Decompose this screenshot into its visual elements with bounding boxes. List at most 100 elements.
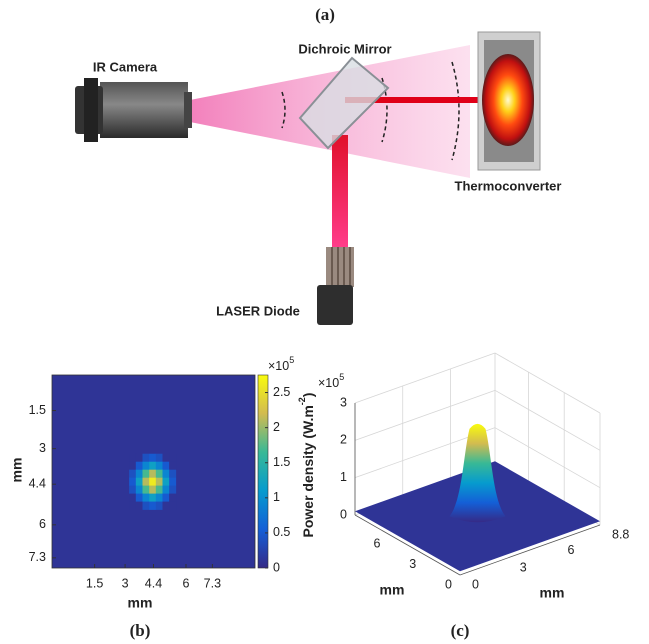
y-tick-label: 0: [445, 577, 452, 591]
colorbar-tick-label: 2: [273, 420, 280, 434]
heatmap-cell: [169, 485, 177, 494]
colorbar-tick-label: 0.5: [273, 525, 290, 539]
z-axis-label: Power density (W.m-2): [297, 393, 315, 538]
heatmap-cell: [162, 477, 170, 486]
colorbar: [257, 374, 269, 569]
laser-fibers: [331, 247, 351, 287]
heatmap-cell: [135, 469, 143, 478]
heatmap-cell: [169, 461, 177, 470]
heatmap-cell: [135, 485, 143, 494]
x-tick-label: 8.8: [612, 527, 629, 541]
x-tick-label: 4.4: [145, 576, 162, 590]
colorbar-tick-label: 1: [273, 490, 280, 504]
heatmap-cell: [169, 477, 177, 486]
z-tick-label: 1: [340, 470, 347, 484]
camera-lens: [184, 92, 192, 128]
panel-label: (a): [315, 5, 335, 24]
heatmap-cell: [155, 453, 163, 463]
dichroic-mirror: [298, 56, 390, 150]
heatmap-panel: mm mm ×105 1.5 3 4.4 6 7.3 1.5 3 4.4 6 7.3 0 0.5 1 1.5 2 2…: [9, 355, 295, 610]
y-tick-label: 1.5: [29, 403, 46, 417]
y-tick-label: 4.4: [29, 476, 46, 490]
axis-line: [354, 514, 461, 576]
surface-panel: Power density (W.m-2)×105 mm mm 0 1 2 3 0 3 6 8.8 0…: [297, 352, 629, 601]
colorbar-tick-label: 2.5: [273, 385, 290, 399]
laser-diode: [317, 285, 353, 325]
heatmap-cell: [155, 485, 163, 494]
grid-line: [354, 352, 496, 404]
heatmap-cell: [149, 485, 157, 494]
heatmap-cell: [149, 453, 157, 463]
heatmap-cell: [169, 453, 177, 463]
grid-line: [494, 352, 601, 414]
setup-diagram: (a) IR Camera Dichroic Mirror Thermoconv…: [75, 5, 561, 325]
heatmap-cell: [142, 453, 150, 463]
exponent-base: ×10: [318, 376, 339, 390]
heatmap-cell: [135, 461, 143, 470]
heatmap-cell: [129, 453, 137, 463]
heatmap-cell: [129, 493, 137, 502]
heatmap-cell: [155, 469, 163, 478]
panel-label: (b): [130, 621, 151, 640]
z-label-sup: -2: [297, 397, 307, 405]
camera-ring: [84, 78, 98, 142]
heatmap-cell: [142, 485, 150, 494]
z-tick-label: 2: [340, 433, 347, 447]
colorbar-tick-label: 1.5: [273, 455, 290, 469]
z-tick-label: 0: [340, 507, 347, 521]
z-tick-label: 3: [340, 395, 347, 409]
heatmap-cell: [162, 461, 170, 470]
heatmap-cell: [169, 493, 177, 502]
heatmap-cell: [162, 453, 170, 463]
heatmap-cell: [155, 477, 163, 486]
heatmap-cell: [142, 501, 150, 510]
y-tick-label: 3: [409, 557, 416, 571]
heatmap-cell: [142, 469, 150, 478]
y-axis-label: mm: [380, 582, 405, 598]
x-tick-label: 6: [183, 576, 190, 590]
y-axis-label: mm: [9, 458, 25, 483]
z-label: Power density (W.m: [300, 405, 316, 537]
x-tick-label: 3: [122, 576, 129, 590]
heatmap-cell: [149, 469, 157, 478]
y-tick-label: 3: [39, 441, 46, 455]
x-tick-label: 6: [567, 543, 574, 557]
grid-line: [354, 389, 496, 441]
heatmap-cell: [155, 493, 163, 502]
x-tick-label: 1.5: [86, 576, 103, 590]
heatmap-cell: [155, 461, 163, 470]
x-tick-label: 7.3: [204, 576, 221, 590]
heatmap-cell: [169, 469, 177, 478]
heatmap-cell: [129, 477, 137, 486]
heatmap-cell: [162, 485, 170, 494]
z-exponent: ×105: [318, 372, 344, 390]
exponent: 5: [339, 372, 344, 382]
heatmap-cell: [149, 501, 157, 510]
surface-peak: [449, 423, 506, 523]
exponent-base: ×10: [268, 359, 289, 373]
y-tick-label: 6: [373, 536, 380, 550]
heatmap-cell: [135, 453, 143, 463]
panel-label: (c): [451, 621, 470, 640]
camera-body: [100, 82, 188, 138]
colorbar-exponent: ×105: [268, 355, 294, 373]
heatmap-cell: [169, 501, 177, 510]
heatmap-cell: [135, 493, 143, 502]
heatmap-cell: [155, 501, 163, 510]
x-tick-label: 3: [520, 560, 527, 574]
exponent: 5: [289, 355, 294, 365]
mirror-label: Dichroic Mirror: [298, 41, 391, 56]
target-label: Thermoconverter: [455, 178, 562, 193]
x-axis-label: mm: [540, 585, 565, 601]
heatmap-cell: [135, 477, 143, 486]
heatmap-cell: [142, 493, 150, 502]
heatmap-cell: [142, 461, 150, 470]
heatmap-cell: [162, 501, 170, 510]
heatmap-cell: [142, 477, 150, 486]
heatmap-cell: [149, 477, 157, 486]
y-tick-label: 6: [39, 517, 46, 531]
heatmap-cell: [129, 485, 137, 494]
laser-label: LASER Diode: [216, 303, 300, 318]
heatmap-cell: [162, 493, 170, 502]
